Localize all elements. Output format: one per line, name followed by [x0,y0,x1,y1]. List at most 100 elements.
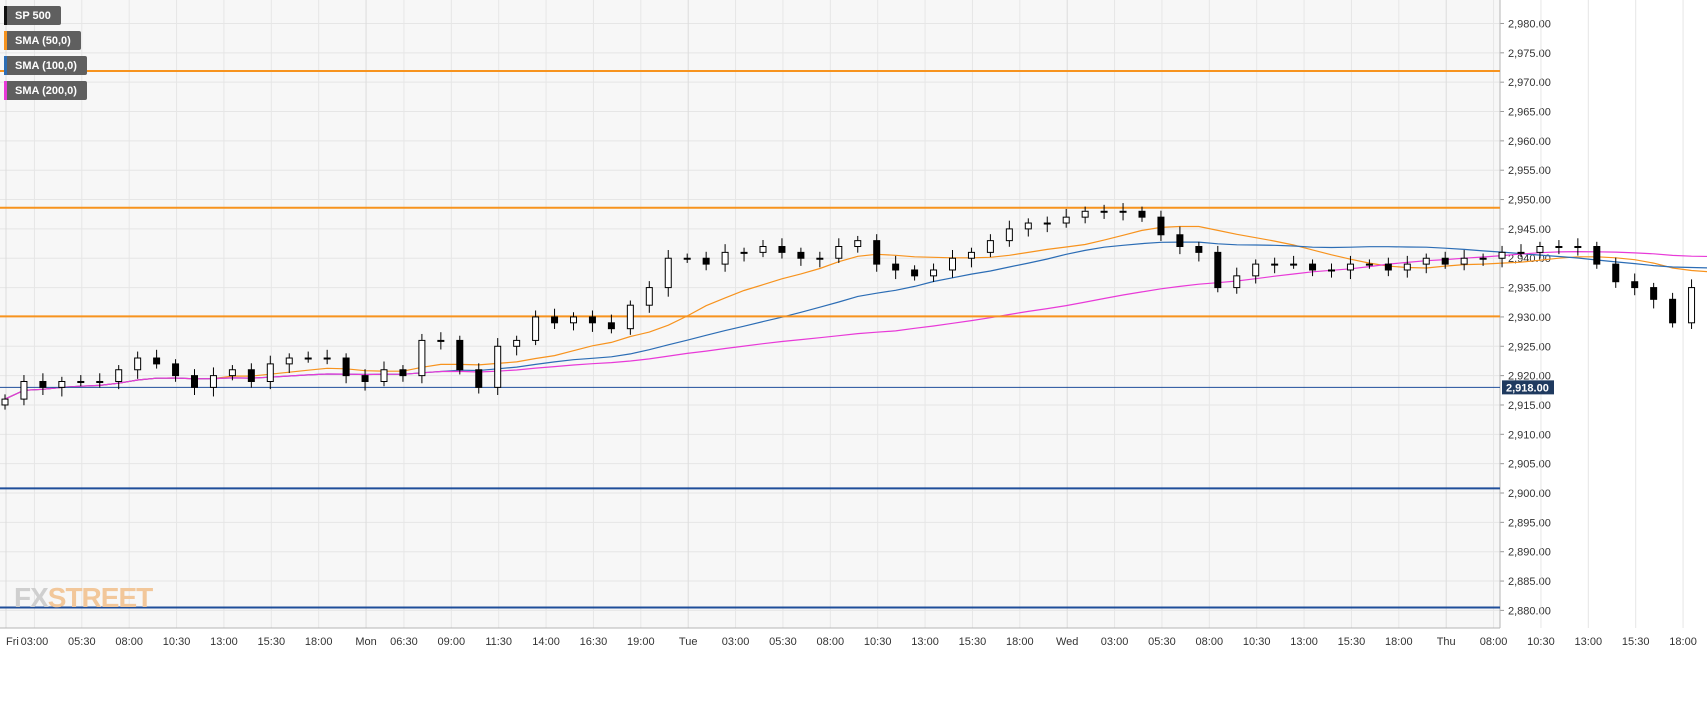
candle-body [1043,222,1051,225]
candle-body [1593,246,1601,265]
y-tick-label: 2,955.00 [1508,165,1551,177]
candle-body [153,357,161,365]
legend-sma100-label: SMA (100,0) [15,59,77,72]
legend-sma200-swatch [4,81,7,100]
candle-body [1062,216,1070,224]
candle-body [437,339,445,342]
y-tick-label: 2,885.00 [1508,576,1551,588]
x-tick-label: 14:00 [532,636,560,648]
candle-body [1612,263,1620,283]
candle-body [58,380,66,388]
x-tick-label: Mon [355,636,376,648]
candle-body [1100,210,1108,213]
x-tick-label: 18:00 [1385,636,1413,648]
candle-body [1252,263,1260,277]
candle-body [1517,251,1525,254]
candle-body [664,257,672,289]
candle-body [1,398,9,406]
price-tag [1502,380,1554,395]
candle-body [759,246,767,253]
candle-body [456,339,464,371]
y-tick-label: 2,905.00 [1508,459,1551,471]
candle-body [551,316,559,324]
candle-body [797,251,805,259]
candle-body [1271,263,1279,266]
x-tick-label: 06:30 [390,636,418,648]
candle-body [1138,210,1146,218]
candle-body [1536,246,1544,253]
candle-body [191,375,198,388]
candle-body [967,251,975,259]
candle-body [645,287,653,306]
candle-body [134,357,142,371]
legend-sp500-label: SP 500 [15,9,51,22]
candle-body [986,240,994,253]
candle-body [873,240,881,265]
x-tick-label: 18:00 [305,636,333,648]
y-tick-label: 2,915.00 [1508,400,1551,412]
candle-body [361,375,369,382]
x-tick-label: 18:00 [1669,636,1697,648]
x-tick-label: 05:30 [769,636,797,648]
candle-body [1195,246,1203,253]
y-tick-label: 2,950.00 [1508,195,1551,207]
y-tick-label: 2,900.00 [1508,488,1551,500]
legend-sma100-swatch [4,56,7,75]
candle-body [418,339,426,377]
candle-body [607,322,615,330]
candle-body [380,369,388,382]
x-tick-label: 13:00 [911,636,939,648]
x-tick-label: 05:30 [68,636,96,648]
candle-body [892,263,900,271]
y-tick-label: 2,930.00 [1508,312,1551,324]
candle-body [342,357,350,377]
candle-body [266,363,274,382]
x-tick-label: 10:30 [1527,636,1555,648]
candle-body [1157,216,1165,236]
candle-body [1669,298,1677,324]
candle-body [1119,210,1127,213]
price-tag-label: 2,918.00 [1506,382,1549,394]
candle-body [1422,257,1430,265]
y-tick-label: 2,925.00 [1508,341,1551,353]
x-tick-label: 08:00 [817,636,845,648]
candle-body [854,240,862,248]
candle-body [323,357,331,360]
x-tick-label: 09:00 [438,636,466,648]
y-tick-label: 2,980.00 [1508,18,1551,30]
candle-body [1176,234,1184,248]
candle-body [1233,275,1241,289]
candle-body [1479,257,1487,260]
legend-sma200[interactable]: SMA (200,0) [4,81,87,100]
candle-body [304,357,312,360]
candle-body [96,380,104,383]
legend-sma50[interactable]: SMA (50,0) [4,31,81,50]
candle-body [835,246,843,259]
candle-body [1631,281,1639,289]
candle-body [626,304,634,330]
candle-body [1650,287,1658,300]
fxstreet-logo: FXSTREET [14,582,153,614]
candle-body [513,339,521,347]
x-tick-label: 15:30 [258,636,286,648]
x-tick-label: Tue [679,636,698,648]
candle-body [285,357,293,365]
candle-body [475,369,483,388]
legend-sma100[interactable]: SMA (100,0) [4,56,87,75]
x-tick-label: 15:30 [959,636,987,648]
candle-body [930,269,938,277]
sma-50-line [4,225,1707,400]
x-tick-label: 19:00 [627,636,655,648]
candle-body [816,257,824,260]
x-tick-label: 05:30 [1148,636,1176,648]
candle-body [1309,263,1317,271]
legend-sp500[interactable]: SP 500 [4,6,61,25]
candle-body [209,375,217,388]
candle-body [115,369,123,382]
x-tick-label: 08:00 [1196,636,1224,648]
candle-body [1365,263,1373,266]
x-tick-label: Fri [6,636,19,648]
plot-area [0,0,1500,628]
x-tick-label: 11:30 [485,636,512,648]
